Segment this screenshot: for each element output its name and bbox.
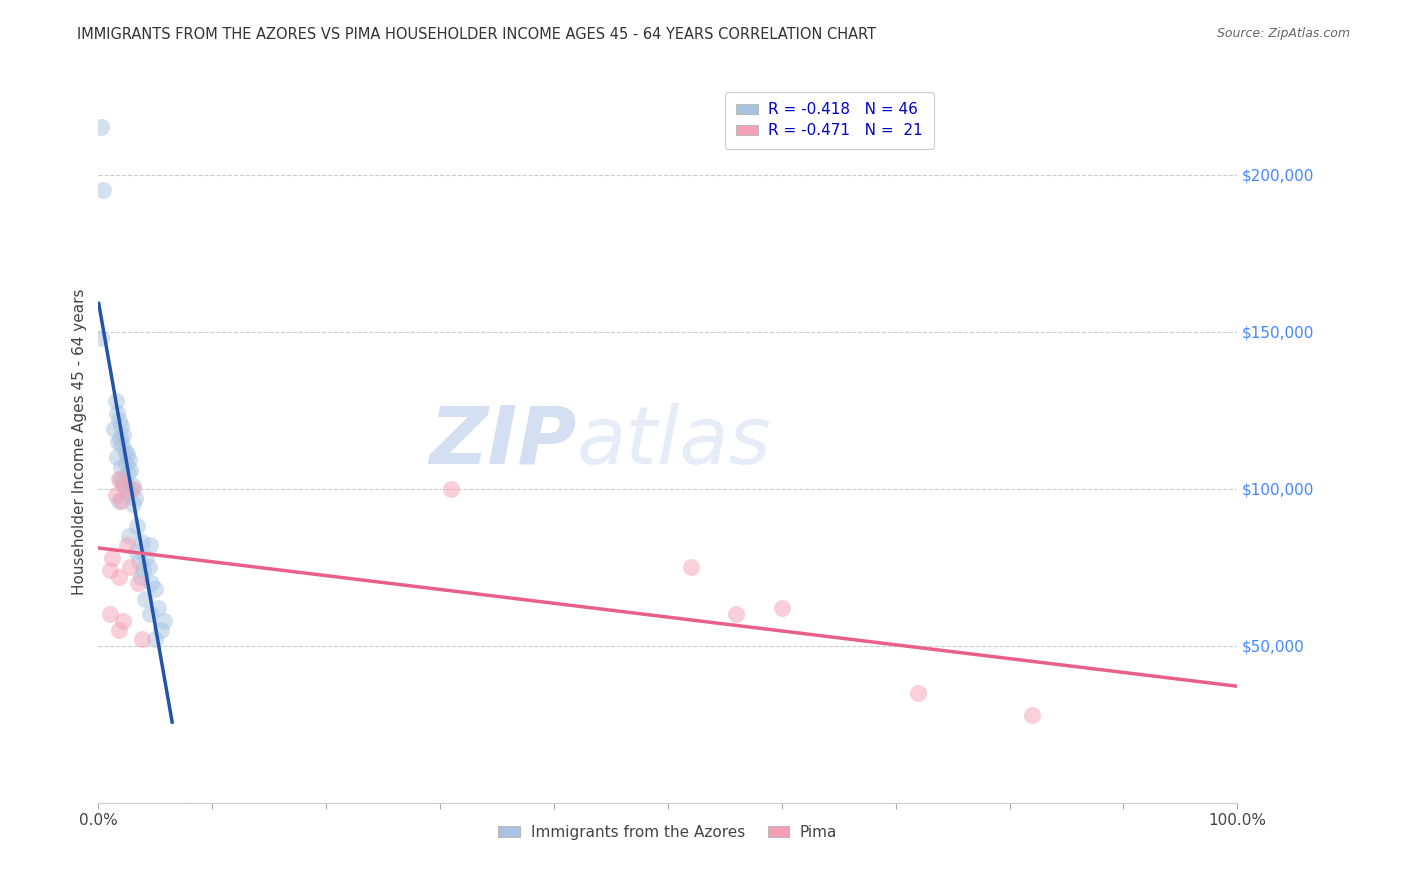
- Point: [120, 463, 142, 477]
- Point: [138, 560, 160, 574]
- Point: [108, 623, 131, 637]
- Point: [127, 575, 149, 590]
- Point: [105, 450, 128, 465]
- Point: [90, 120, 112, 135]
- Point: [105, 406, 128, 420]
- Point: [770, 601, 793, 615]
- Point: [110, 494, 132, 508]
- Text: atlas: atlas: [576, 402, 772, 481]
- Text: Source: ZipAtlas.com: Source: ZipAtlas.com: [1216, 27, 1350, 40]
- Point: [108, 472, 131, 486]
- Point: [118, 529, 141, 543]
- Y-axis label: Householder Income Ages 45 - 64 years: Householder Income Ages 45 - 64 years: [72, 288, 87, 595]
- Point: [112, 475, 135, 490]
- Point: [725, 607, 748, 622]
- Point: [110, 459, 132, 474]
- Point: [121, 497, 143, 511]
- Point: [138, 607, 160, 622]
- Point: [117, 466, 139, 480]
- Text: IMMIGRANTS FROM THE AZORES VS PIMA HOUSEHOLDER INCOME AGES 45 - 64 YEARS CORRELA: IMMIGRANTS FROM THE AZORES VS PIMA HOUSE…: [77, 27, 876, 42]
- Point: [124, 491, 146, 505]
- Point: [112, 614, 135, 628]
- Point: [98, 563, 121, 577]
- Point: [121, 482, 143, 496]
- Point: [115, 484, 138, 499]
- Point: [138, 538, 160, 552]
- Point: [108, 412, 131, 426]
- Point: [132, 563, 155, 577]
- Point: [98, 607, 121, 622]
- Point: [91, 183, 114, 197]
- Point: [679, 560, 702, 574]
- Point: [134, 591, 156, 606]
- Point: [139, 575, 162, 590]
- Point: [127, 519, 149, 533]
- Point: [115, 447, 138, 461]
- Point: [107, 434, 129, 449]
- Point: [120, 560, 142, 574]
- Point: [115, 538, 138, 552]
- Point: [118, 453, 141, 467]
- Point: [108, 472, 131, 486]
- Point: [135, 550, 157, 565]
- Point: [146, 601, 169, 615]
- Point: [907, 686, 929, 700]
- Point: [114, 444, 136, 458]
- Point: [129, 569, 152, 583]
- Point: [145, 632, 167, 647]
- Point: [1021, 707, 1043, 722]
- Point: [114, 457, 136, 471]
- Point: [150, 623, 173, 637]
- Point: [103, 422, 125, 436]
- Point: [112, 428, 135, 442]
- Point: [120, 482, 142, 496]
- Point: [112, 478, 135, 492]
- Point: [153, 614, 176, 628]
- Point: [108, 494, 131, 508]
- Legend: Immigrants from the Azores, Pima: Immigrants from the Azores, Pima: [492, 819, 844, 846]
- Point: [111, 438, 134, 452]
- Text: ZIP: ZIP: [429, 402, 576, 481]
- Point: [104, 393, 127, 408]
- Point: [108, 569, 131, 583]
- Point: [440, 482, 463, 496]
- Point: [145, 582, 167, 597]
- Point: [131, 632, 153, 647]
- Point: [108, 431, 131, 445]
- Point: [128, 554, 150, 568]
- Point: [104, 488, 127, 502]
- Point: [125, 544, 148, 558]
- Point: [131, 535, 153, 549]
- Point: [110, 418, 132, 433]
- Point: [101, 550, 124, 565]
- Point: [121, 478, 143, 492]
- Point: [90, 331, 112, 345]
